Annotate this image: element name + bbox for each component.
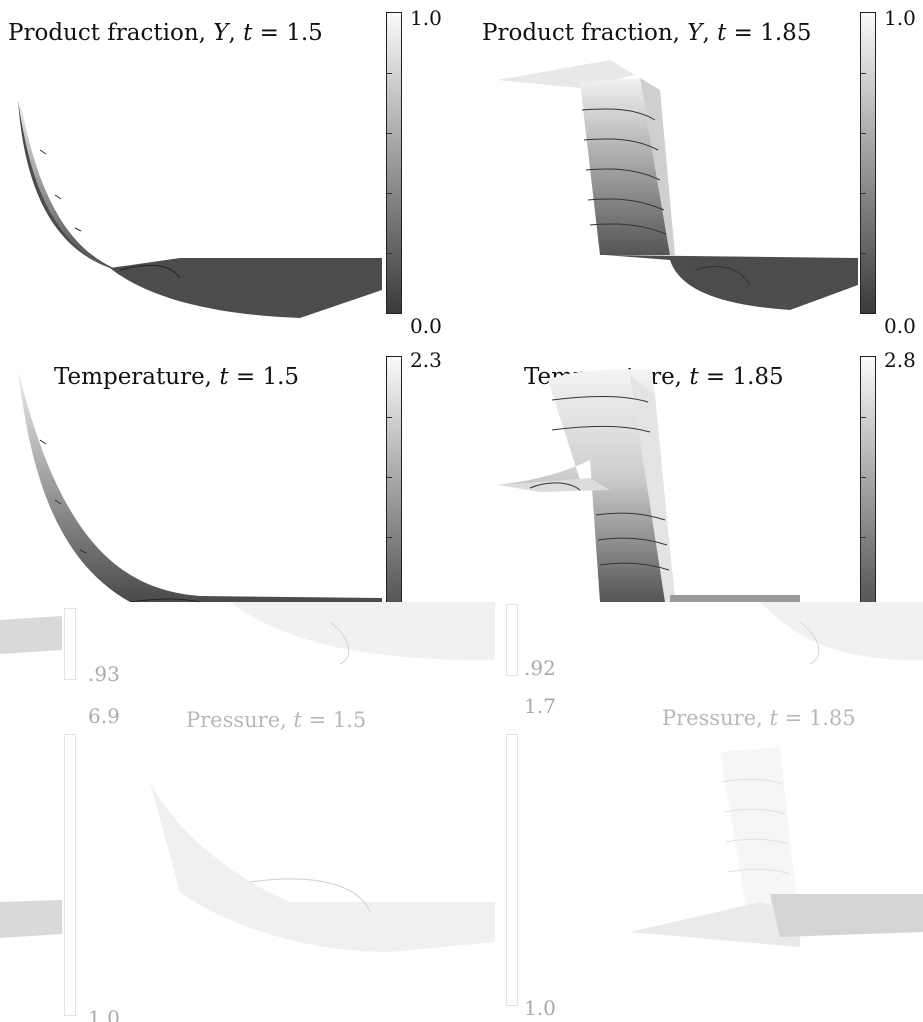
colorbar-min-label: 0.0 [410, 314, 442, 338]
colorbar-top-fragment [506, 604, 518, 676]
colorbar [64, 734, 76, 1016]
colorbar [506, 734, 518, 1006]
panel-pressure-t15: .93 6.9 Pressure, t = 1.5 1.0 [0, 602, 500, 1022]
colorbar-min-label: 0.0 [884, 314, 916, 338]
panel-temperature-t185: Temperature, t = 1.85 2.8 [460, 340, 923, 602]
colorbar-max-label: 2.3 [410, 348, 442, 372]
panel-product-t15: Product fraction, Y, t = 1.5 1.0 0.0 [0, 0, 460, 340]
colorbar [386, 356, 402, 602]
colorbar-max-label: 1.7 [524, 694, 556, 718]
colorbar-max-label: 1.0 [884, 6, 916, 30]
colorbar [860, 356, 876, 602]
panel-pressure-t185: .92 1.7 Pressure, t = 1.85 1.0 [500, 602, 923, 1022]
colorbar-min-label-top: .93 [88, 662, 120, 686]
temperature-surface-plot [18, 370, 382, 602]
panel-title: Pressure, t = 1.5 [186, 708, 367, 732]
pressure-surface-plot [630, 602, 923, 947]
product-surface-plot [498, 60, 858, 310]
colorbar-max-label: 1.0 [410, 6, 442, 30]
panel-product-t185: Product fraction, Y, t = 1.85 1.0 0.0 [460, 0, 923, 340]
temperature-surface-plot [498, 369, 800, 602]
panel-title: Temperature, t = 1.5 [54, 364, 300, 390]
colorbar [386, 12, 402, 314]
panel-title: Pressure, t = 1.85 [662, 706, 856, 730]
colorbar-min-label-top: .92 [524, 656, 556, 680]
pressure-surface-plot [0, 602, 495, 952]
colorbar-max-label: 2.8 [884, 348, 916, 372]
panel-title: Product fraction, Y, t = 1.85 [482, 20, 812, 46]
product-surface-plot [18, 100, 382, 318]
panel-temperature-t15: Temperature, t = 1.5 2.3 [0, 340, 460, 602]
colorbar-max-label: 6.9 [88, 704, 120, 728]
colorbar-min-label: 1.0 [524, 996, 556, 1020]
panel-title: Product fraction, Y, t = 1.5 [8, 20, 323, 46]
colorbar-top-fragment [64, 608, 76, 680]
colorbar [860, 12, 876, 314]
colorbar-min-label: 1.0 [88, 1006, 120, 1022]
